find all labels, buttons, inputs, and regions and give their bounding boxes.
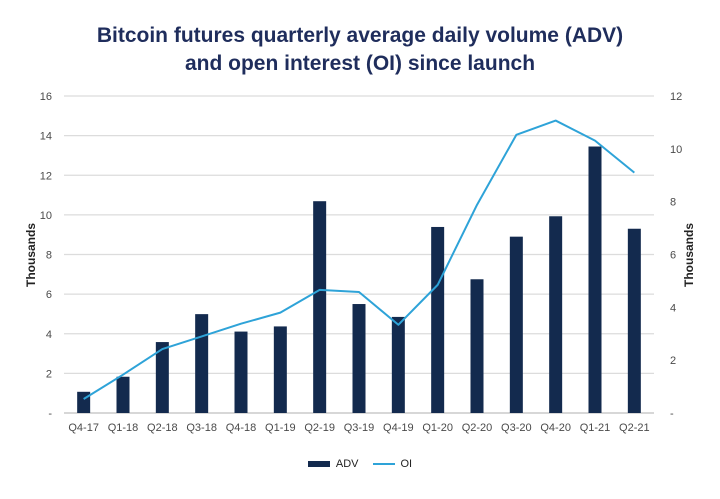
x-tick-label: Q2-18 [147,422,178,434]
adv-bar [234,331,248,413]
chart-title-line-1: Bitcoin futures quarterly average daily … [96,24,624,47]
right-tick-label: 2 [670,355,676,367]
left-axis-ticks: - 2 4 6 8 10 12 14 16 [40,91,53,420]
right-axis-label: Thousands [682,223,696,287]
legend-item-adv: ADV [307,458,359,470]
legend-swatch-adv [307,461,330,467]
adv-bar [195,314,209,413]
left-tick-label: 12 [40,170,52,182]
x-tick-label: Q1-18 [108,422,139,434]
left-tick-label: 8 [46,250,52,262]
x-tick-label: Q4-17 [68,422,99,434]
left-tick-label: 10 [40,210,52,222]
adv-bar [431,226,445,413]
left-tick-label: 14 [40,131,52,143]
x-axis-ticks: Q4-17 Q1-18 Q2-18 Q3-18 Q4-18 Q1-19 Q2-19 Q3-19… [68,422,649,434]
left-axis-label: Thousands [24,223,38,287]
adv-bar [627,228,641,413]
x-tick-label: Q4-18 [226,422,257,434]
adv-bar [155,342,169,413]
x-tick-label: Q2-20 [462,422,493,434]
x-tick-label: Q1-20 [422,422,453,434]
right-tick-label: - [670,408,674,420]
x-tick-label: Q1-19 [265,422,296,434]
chart-title: Bitcoin futures quarterly average daily … [0,22,720,78]
x-tick-label: Q3-20 [501,422,532,434]
left-tick-label: 16 [40,91,52,103]
adv-bar [391,316,405,413]
adv-bar [313,201,327,413]
adv-bar [116,376,130,413]
left-tick-label: 6 [46,289,52,301]
right-tick-label: 12 [670,91,682,103]
adv-bar [352,304,366,413]
legend-item-oi: OI [372,458,413,470]
x-tick-label: Q2-21 [619,422,650,434]
legend-label-adv: ADV [335,458,359,470]
left-tick-label: 4 [46,329,52,341]
right-tick-label: 10 [670,144,682,156]
right-tick-label: 8 [670,197,676,209]
adv-bars [77,146,641,413]
x-tick-label: Q4-20 [540,422,571,434]
adv-bar [470,279,484,413]
chart-title-line-2: and open interest (OI) since launch [184,52,536,75]
right-tick-label: 6 [670,250,676,262]
legend: ADV OI [0,458,720,470]
legend-swatch-oi [372,463,395,465]
x-tick-label: Q1-21 [580,422,611,434]
left-tick-label: - [48,408,52,420]
adv-bar [588,146,602,413]
x-tick-label: Q3-18 [186,422,217,434]
adv-bar [273,326,287,413]
left-tick-label: 2 [46,368,52,380]
oi-line-group [83,119,635,400]
right-tick-label: 4 [670,302,676,314]
adv-bar [77,391,91,413]
adv-bar [509,236,523,413]
x-tick-label: Q3-19 [344,422,375,434]
x-tick-label: Q4-19 [383,422,414,434]
x-tick-label: Q2-19 [304,422,335,434]
legend-label-oi: OI [400,458,413,470]
adv-bar [549,216,563,413]
right-axis-ticks: - 2 4 6 8 10 12 [670,91,682,420]
